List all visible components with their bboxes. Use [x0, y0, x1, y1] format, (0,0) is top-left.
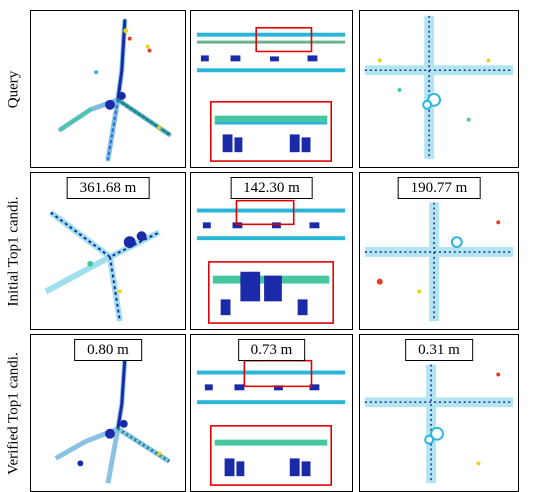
- point-cloud-crossing-b: [364, 202, 514, 322]
- verified-panel-2: 0.73 m: [190, 334, 353, 492]
- highlight-box: [235, 199, 295, 226]
- point-cloud-intersection-c: [54, 359, 171, 484]
- verified-panel-1: 0.80 m: [30, 334, 186, 492]
- distance-label: 361.68 m: [66, 177, 150, 199]
- point-cloud-intersection-a: [58, 18, 172, 162]
- distance-label: 0.31 m: [405, 339, 473, 361]
- row-label-verified: Verified Top1 candi.: [5, 351, 22, 475]
- query-panel-2: [190, 10, 353, 168]
- distance-label: 0.73 m: [237, 339, 306, 361]
- distance-label: 190.77 m: [397, 177, 481, 199]
- distance-label: 142.30 m: [230, 177, 313, 199]
- query-panel-3: [359, 10, 519, 168]
- query-panel-1: [30, 10, 186, 168]
- row-label-query: Query: [5, 70, 22, 108]
- point-cloud-crossing-a: [364, 15, 514, 160]
- point-cloud-road-b: [196, 199, 346, 324]
- point-cloud-road-a: [196, 26, 346, 162]
- initial-panel-3: 190.77 m: [359, 172, 519, 330]
- point-cloud-intersection-b: [44, 210, 161, 322]
- distance-label: 0.80 m: [74, 339, 142, 361]
- verified-panel-3: 0.31 m: [359, 334, 519, 492]
- initial-panel-1: 361.68 m: [30, 172, 186, 330]
- point-cloud-road-c: [196, 359, 346, 486]
- initial-panel-2: 142.30 m: [190, 172, 353, 330]
- row-label-initial: Initial Top1 candi.: [5, 196, 22, 306]
- highlight-box: [255, 26, 313, 53]
- point-cloud-crossing-c: [364, 364, 514, 484]
